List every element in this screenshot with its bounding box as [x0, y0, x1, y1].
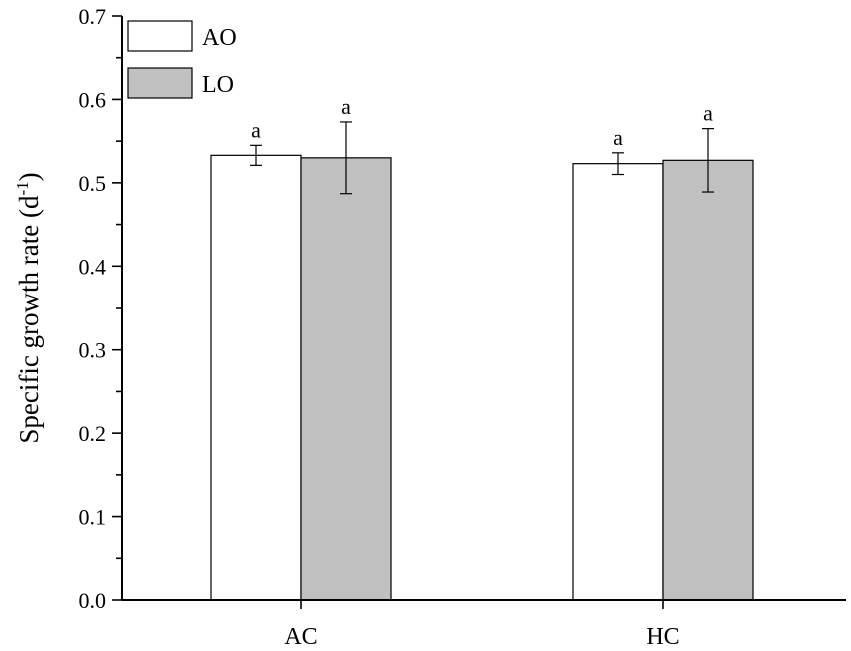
y-tick-label: 0.7	[79, 4, 107, 29]
legend-swatch-lo	[127, 67, 193, 99]
y-tick-label: 0.0	[79, 588, 107, 613]
significance-letter: a	[703, 101, 713, 126]
y-axis-title-superscript: -1	[13, 181, 32, 195]
bars	[210, 154, 754, 601]
y-tick-label: 0.4	[79, 254, 107, 279]
significance-labels: a a a a	[251, 94, 713, 150]
significance-letter: a	[613, 125, 623, 150]
y-tick-label: 0.5	[79, 171, 107, 196]
y-tick-label: 0.3	[79, 338, 107, 363]
significance-letter: a	[251, 117, 261, 142]
y-axis-title-close: )	[14, 172, 44, 181]
y-axis-title-main: Specific growth rate (d	[14, 195, 44, 444]
significance-letter: a	[341, 94, 351, 119]
error-bars	[250, 121, 714, 195]
y-axis-ticks: 0.0 0.1 0.2 0.3 0.4 0.5 0.6 0.7	[79, 4, 122, 613]
legend-label-lo: LO	[202, 72, 234, 98]
x-category-label: HC	[646, 624, 679, 650]
bar-ao-ac	[210, 154, 302, 601]
y-axis-title: Specific growth rate (d-1)	[13, 172, 44, 443]
bar-lo-ac	[300, 157, 392, 601]
legend: AO LO	[127, 20, 237, 99]
x-category-label: AC	[284, 624, 317, 650]
bar-lo-hc	[662, 159, 754, 601]
y-tick-label: 0.2	[79, 421, 107, 446]
y-tick-label: 0.6	[79, 87, 107, 112]
legend-label-ao: AO	[202, 25, 237, 51]
x-axis-categories: AC HC	[284, 600, 680, 650]
y-tick-label: 0.1	[79, 505, 107, 530]
bar-ao-hc	[572, 163, 664, 601]
legend-swatch-ao	[127, 20, 193, 52]
